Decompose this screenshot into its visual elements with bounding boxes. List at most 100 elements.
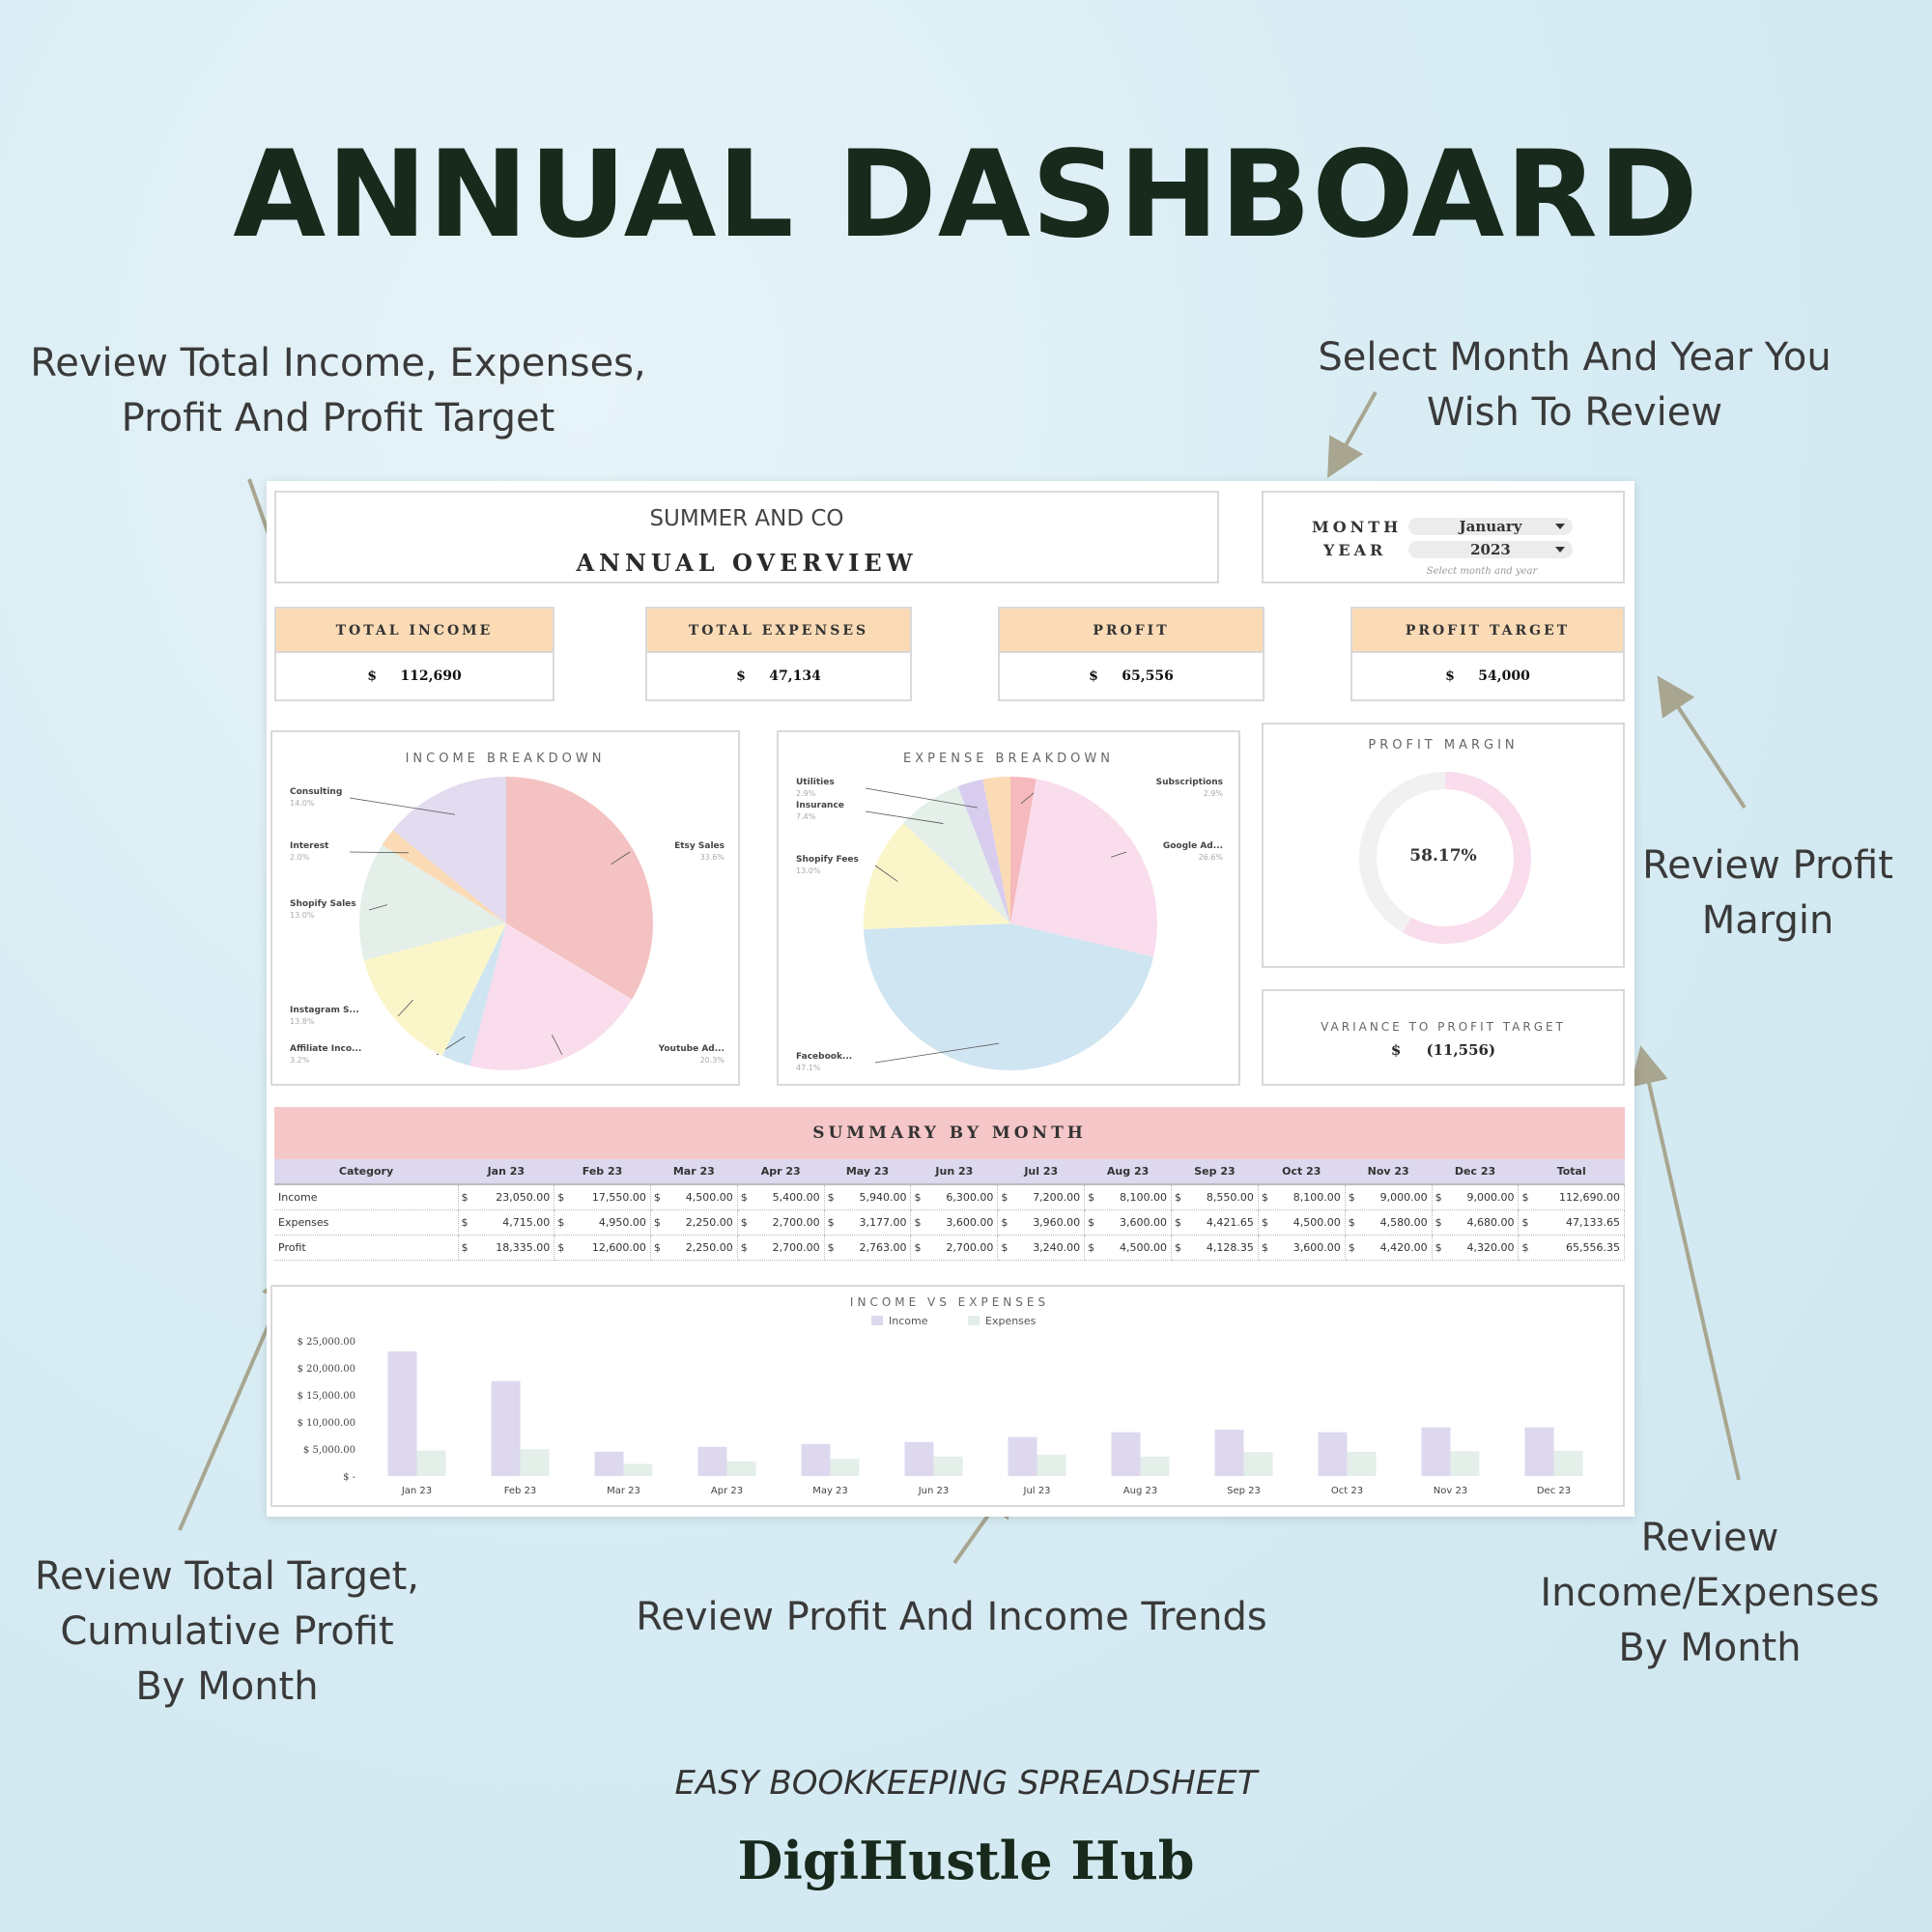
kpi-label: PROFIT bbox=[1000, 609, 1263, 653]
table-cell: $5,400.00 bbox=[737, 1184, 825, 1210]
annotation-bottom-left: Review Total Target, Cumulative Profit B… bbox=[19, 1549, 435, 1715]
income-bar bbox=[1524, 1427, 1554, 1476]
currency-symbol: $ bbox=[461, 1215, 469, 1229]
kpi-total-expenses: TOTAL EXPENSES $ 47,134 bbox=[645, 607, 912, 701]
pie-percent: 2.0% bbox=[290, 853, 310, 862]
variance-panel: VARIANCE TO PROFIT TARGET $ (11,556) bbox=[1262, 989, 1625, 1086]
currency-symbol: $ bbox=[1435, 1190, 1442, 1204]
column-header: Apr 23 bbox=[737, 1159, 825, 1185]
currency-symbol: $ bbox=[653, 1215, 661, 1229]
pie-percent: 33.6% bbox=[700, 853, 725, 862]
panel-title: INCOME BREAKDOWN bbox=[405, 752, 606, 766]
summary-table: Category Jan 23 Feb 23 Mar 23 Apr 23 May… bbox=[274, 1159, 1625, 1261]
page-headline: ANNUAL DASHBOARD bbox=[233, 126, 1699, 265]
currency-symbol: $ bbox=[1175, 1240, 1182, 1254]
currency-symbol: $ bbox=[1521, 1240, 1529, 1254]
table-cell: $12,600.00 bbox=[554, 1235, 651, 1261]
table-cell: $23,050.00 bbox=[458, 1184, 555, 1210]
table-cell: $6,300.00 bbox=[910, 1184, 999, 1210]
currency-symbol: $ bbox=[1175, 1190, 1182, 1204]
pie-leader-line bbox=[865, 787, 978, 809]
table-cell: $8,100.00 bbox=[1258, 1184, 1346, 1210]
pie-percent: 13.0% bbox=[796, 867, 821, 875]
expenses-bar bbox=[1347, 1451, 1377, 1476]
annotation-top-left: Review Total Income, Expenses, Profit An… bbox=[19, 336, 657, 446]
currency-symbol: $ bbox=[1348, 1190, 1355, 1204]
month-select[interactable]: January bbox=[1408, 518, 1573, 535]
x-tick-label: Feb 23 bbox=[504, 1486, 537, 1496]
column-header: Jun 23 bbox=[910, 1159, 998, 1185]
pie-leader-line bbox=[368, 904, 387, 911]
y-tick-label: $ 10,000.00 bbox=[298, 1418, 355, 1429]
income-bar bbox=[1421, 1427, 1451, 1476]
income-bar bbox=[1111, 1432, 1141, 1476]
currency-symbol: $ bbox=[653, 1240, 661, 1254]
x-tick-label: Apr 23 bbox=[711, 1486, 743, 1496]
table-cell: $2,700.00 bbox=[737, 1209, 825, 1236]
currency-symbol: $ bbox=[461, 1240, 469, 1254]
annotation-line: Review Profit bbox=[1642, 843, 1893, 888]
y-tick-label: $ 25,000.00 bbox=[298, 1337, 355, 1348]
table-cell: $4,580.00 bbox=[1345, 1209, 1433, 1236]
pie-percent: 14.0% bbox=[290, 799, 315, 808]
currency-symbol: $ bbox=[827, 1215, 835, 1229]
annotation-line: Wish To Review bbox=[1426, 390, 1723, 435]
year-select[interactable]: 2023 bbox=[1408, 541, 1573, 558]
pie-label: Utilities bbox=[796, 778, 835, 787]
annotation-line: Review bbox=[1640, 1516, 1779, 1560]
chevron-down-icon bbox=[1555, 547, 1565, 553]
pie-slice bbox=[363, 923, 506, 1056]
annotation-top-right: Select Month And Year You Wish To Review bbox=[1285, 330, 1864, 440]
pie-percent: 2.9% bbox=[796, 789, 816, 798]
table-cell: $3,240.00 bbox=[997, 1235, 1086, 1261]
x-tick-label: Dec 23 bbox=[1537, 1486, 1571, 1496]
currency-symbol: $ bbox=[1348, 1215, 1355, 1229]
annotation-bottom-right: Review Income/Expenses By Month bbox=[1507, 1511, 1913, 1676]
table-row: Expenses $4,715.00 $4,950.00 $2,250.00 $2,70… bbox=[274, 1209, 1625, 1236]
profit-margin-donut bbox=[1359, 772, 1531, 944]
currency-symbol: $ bbox=[1521, 1190, 1529, 1204]
kpi-value: $ 47,134 bbox=[736, 668, 821, 684]
income-bar bbox=[1214, 1430, 1244, 1476]
expenses-bar bbox=[416, 1450, 446, 1476]
panel-title: VARIANCE TO PROFIT TARGET bbox=[1321, 1020, 1566, 1034]
currency-symbol: $ bbox=[740, 1240, 748, 1254]
expenses-bar bbox=[830, 1459, 860, 1476]
pie-slice bbox=[392, 777, 506, 923]
month-year-selector-panel: MONTH YEAR January 2023 Select month and… bbox=[1262, 491, 1625, 583]
currency-symbol: $ bbox=[1348, 1240, 1355, 1254]
currency-symbol: $ bbox=[557, 1240, 565, 1254]
pie-percent: 3.2% bbox=[290, 1056, 310, 1065]
row-category: Expenses bbox=[274, 1209, 459, 1236]
y-tick-label: $ 20,000.00 bbox=[298, 1364, 355, 1375]
pie-label: Youtube Ad... bbox=[658, 1044, 724, 1054]
table-cell: $2,250.00 bbox=[650, 1209, 738, 1236]
pie-slice bbox=[1010, 777, 1037, 923]
column-header: May 23 bbox=[824, 1159, 911, 1185]
table-cell: $112,690.00 bbox=[1518, 1184, 1625, 1210]
pie-percent: 26.6% bbox=[1199, 853, 1224, 862]
x-tick-label: Jan 23 bbox=[401, 1486, 432, 1496]
column-header: Sep 23 bbox=[1171, 1159, 1259, 1185]
row-category: Income bbox=[274, 1184, 459, 1210]
currency-symbol: $ bbox=[557, 1215, 565, 1229]
kpi-label: TOTAL EXPENSES bbox=[647, 609, 910, 653]
currency-symbol: $ bbox=[1088, 1240, 1095, 1254]
currency-symbol: $ bbox=[653, 1190, 661, 1204]
table-cell: $2,700.00 bbox=[737, 1235, 825, 1261]
table-cell: $4,500.00 bbox=[650, 1184, 738, 1210]
pie-label: Interest bbox=[290, 841, 329, 851]
pie-slice bbox=[903, 786, 1010, 923]
currency-symbol: $ bbox=[914, 1215, 922, 1229]
table-cell: $3,600.00 bbox=[1258, 1235, 1346, 1261]
pie-label: Shopify Sales bbox=[290, 899, 356, 909]
column-header: Jul 23 bbox=[997, 1159, 1085, 1185]
currency-symbol: $ bbox=[827, 1190, 835, 1204]
x-tick-label: Nov 23 bbox=[1434, 1486, 1467, 1496]
pie-label: Affiliate Inco... bbox=[290, 1044, 361, 1054]
expenses-bar bbox=[726, 1461, 756, 1476]
pie-percent: 7.4% bbox=[796, 812, 816, 821]
table-cell: $2,250.00 bbox=[650, 1235, 738, 1261]
pie-label: Google Ad... bbox=[1163, 841, 1223, 851]
pie-percent: 20.3% bbox=[700, 1056, 725, 1065]
